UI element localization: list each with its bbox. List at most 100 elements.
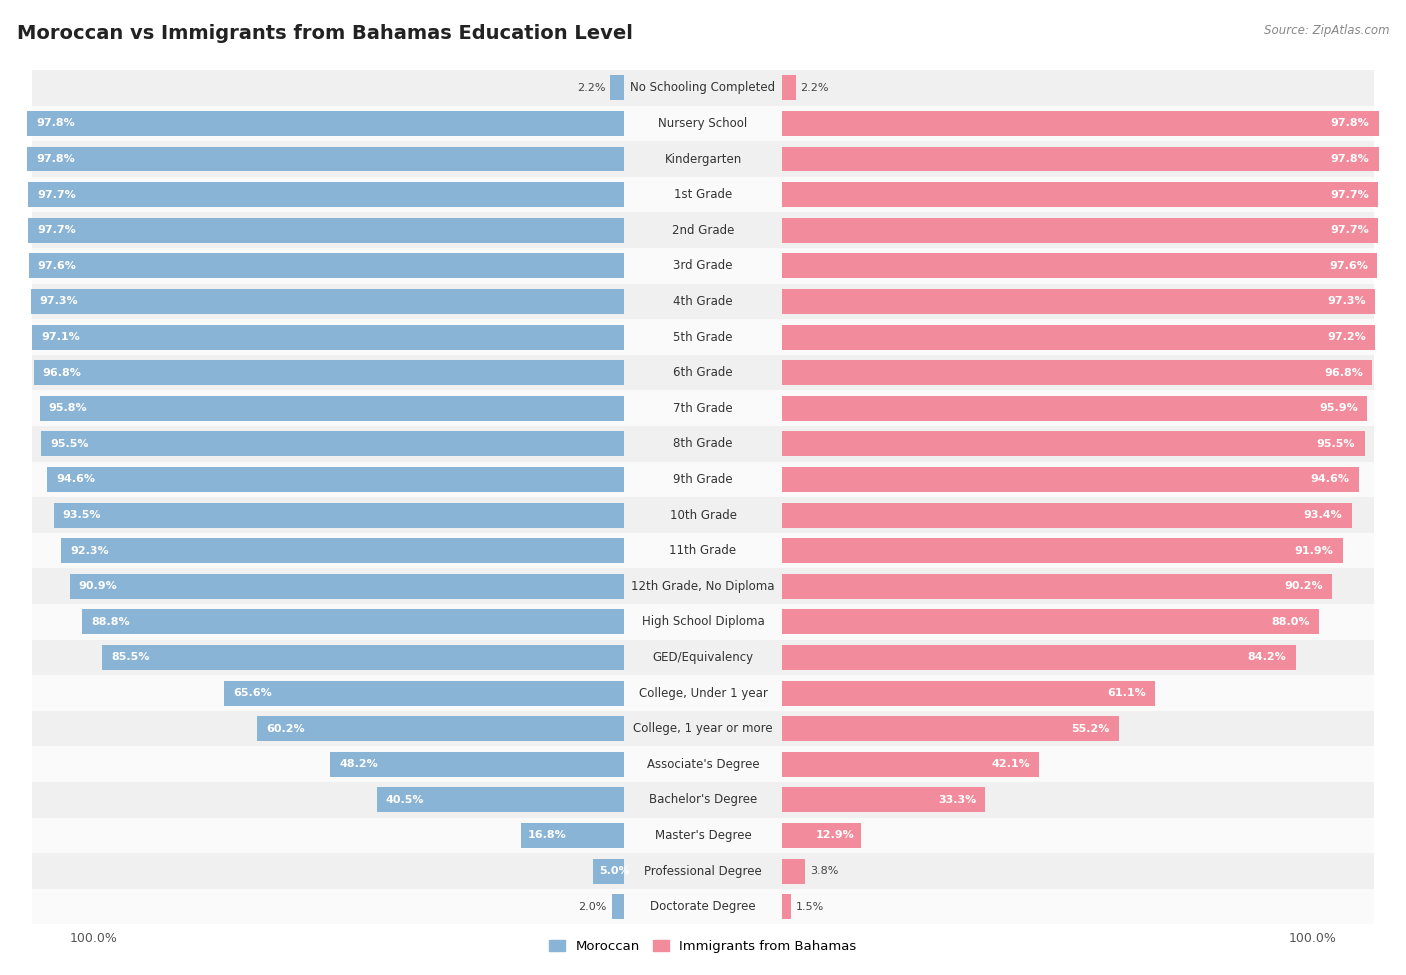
Text: High School Diploma: High School Diploma bbox=[641, 615, 765, 628]
Bar bbox=[32, 213, 1374, 248]
Text: 95.8%: 95.8% bbox=[49, 404, 87, 413]
Text: 42.1%: 42.1% bbox=[991, 760, 1029, 769]
Bar bbox=[28, 254, 624, 278]
Text: Doctorate Degree: Doctorate Degree bbox=[650, 900, 756, 914]
Bar bbox=[610, 75, 624, 100]
Bar bbox=[782, 681, 1154, 706]
Bar bbox=[782, 217, 1378, 243]
Bar bbox=[32, 533, 1374, 568]
Bar bbox=[782, 325, 1375, 349]
Text: 97.1%: 97.1% bbox=[41, 332, 80, 342]
Text: 97.8%: 97.8% bbox=[1330, 118, 1369, 129]
Text: 2nd Grade: 2nd Grade bbox=[672, 223, 734, 237]
Text: 94.6%: 94.6% bbox=[1310, 475, 1350, 485]
Bar bbox=[32, 355, 1374, 390]
Bar bbox=[782, 254, 1378, 278]
Text: 97.8%: 97.8% bbox=[37, 154, 76, 164]
Text: 97.3%: 97.3% bbox=[39, 296, 79, 306]
Text: 16.8%: 16.8% bbox=[527, 831, 567, 840]
Bar bbox=[782, 467, 1360, 492]
Text: College, 1 year or more: College, 1 year or more bbox=[633, 722, 773, 735]
Bar bbox=[32, 676, 1374, 711]
Text: Bachelor's Degree: Bachelor's Degree bbox=[650, 794, 756, 806]
Bar bbox=[32, 497, 1374, 533]
Bar bbox=[32, 390, 1374, 426]
Text: College, Under 1 year: College, Under 1 year bbox=[638, 686, 768, 699]
Text: 94.6%: 94.6% bbox=[56, 475, 96, 485]
Text: Moroccan vs Immigrants from Bahamas Education Level: Moroccan vs Immigrants from Bahamas Educ… bbox=[17, 24, 633, 43]
Text: Nursery School: Nursery School bbox=[658, 117, 748, 130]
Bar bbox=[782, 717, 1119, 741]
Text: 55.2%: 55.2% bbox=[1071, 723, 1109, 733]
Text: 9th Grade: 9th Grade bbox=[673, 473, 733, 486]
Text: 5th Grade: 5th Grade bbox=[673, 331, 733, 343]
Bar bbox=[32, 604, 1374, 640]
Text: 97.2%: 97.2% bbox=[1327, 332, 1365, 342]
Bar bbox=[32, 176, 1374, 213]
Text: 2.0%: 2.0% bbox=[578, 902, 606, 912]
Text: 95.9%: 95.9% bbox=[1319, 404, 1358, 413]
Bar bbox=[782, 396, 1367, 420]
Text: 96.8%: 96.8% bbox=[1324, 368, 1364, 377]
Bar bbox=[782, 289, 1375, 314]
Text: 93.4%: 93.4% bbox=[1303, 510, 1343, 520]
Text: 97.6%: 97.6% bbox=[1329, 261, 1368, 271]
Bar bbox=[782, 538, 1343, 564]
Text: Associate's Degree: Associate's Degree bbox=[647, 758, 759, 771]
Text: 88.8%: 88.8% bbox=[91, 617, 131, 627]
Bar bbox=[32, 248, 1374, 284]
Bar bbox=[60, 538, 624, 564]
Bar bbox=[377, 788, 624, 812]
Text: 93.5%: 93.5% bbox=[63, 510, 101, 520]
Text: 48.2%: 48.2% bbox=[339, 760, 378, 769]
Bar bbox=[28, 182, 624, 207]
Bar bbox=[32, 284, 1374, 319]
Text: Master's Degree: Master's Degree bbox=[655, 829, 751, 842]
Bar bbox=[32, 105, 1374, 141]
Text: GED/Equivalency: GED/Equivalency bbox=[652, 651, 754, 664]
Bar bbox=[32, 141, 1374, 176]
Bar bbox=[32, 70, 1374, 105]
Bar bbox=[782, 431, 1364, 456]
Text: 1.5%: 1.5% bbox=[796, 902, 824, 912]
Bar bbox=[32, 711, 1374, 747]
Text: 97.8%: 97.8% bbox=[1330, 154, 1369, 164]
Bar bbox=[39, 396, 624, 420]
Bar bbox=[593, 859, 624, 883]
Text: 90.9%: 90.9% bbox=[79, 581, 118, 591]
Text: 97.6%: 97.6% bbox=[38, 261, 77, 271]
Text: 4th Grade: 4th Grade bbox=[673, 295, 733, 308]
Text: 12.9%: 12.9% bbox=[815, 831, 855, 840]
Bar bbox=[32, 325, 624, 349]
Text: No Schooling Completed: No Schooling Completed bbox=[630, 81, 776, 95]
Text: 90.2%: 90.2% bbox=[1285, 581, 1323, 591]
Bar bbox=[103, 645, 624, 670]
Text: 91.9%: 91.9% bbox=[1295, 546, 1333, 556]
Text: 97.7%: 97.7% bbox=[1330, 225, 1369, 235]
Bar bbox=[522, 823, 624, 848]
Bar bbox=[612, 894, 624, 919]
Bar bbox=[257, 717, 624, 741]
Text: 7th Grade: 7th Grade bbox=[673, 402, 733, 414]
Bar bbox=[782, 609, 1319, 635]
Bar bbox=[782, 360, 1372, 385]
Bar bbox=[32, 818, 1374, 853]
Bar bbox=[83, 609, 624, 635]
Legend: Moroccan, Immigrants from Bahamas: Moroccan, Immigrants from Bahamas bbox=[544, 934, 862, 958]
Bar bbox=[32, 640, 1374, 676]
Bar bbox=[32, 568, 1374, 604]
Text: 3.8%: 3.8% bbox=[810, 866, 838, 877]
Bar bbox=[32, 319, 1374, 355]
Text: 60.2%: 60.2% bbox=[266, 723, 305, 733]
Text: 61.1%: 61.1% bbox=[1107, 688, 1146, 698]
Bar bbox=[28, 111, 624, 136]
Text: 92.3%: 92.3% bbox=[70, 546, 108, 556]
Text: 1st Grade: 1st Grade bbox=[673, 188, 733, 201]
Text: 10th Grade: 10th Grade bbox=[669, 509, 737, 522]
Text: 95.5%: 95.5% bbox=[1317, 439, 1355, 448]
Text: 85.5%: 85.5% bbox=[111, 652, 150, 662]
Bar bbox=[28, 217, 624, 243]
Bar bbox=[32, 426, 1374, 461]
Text: 33.3%: 33.3% bbox=[938, 795, 976, 805]
Bar bbox=[782, 182, 1378, 207]
